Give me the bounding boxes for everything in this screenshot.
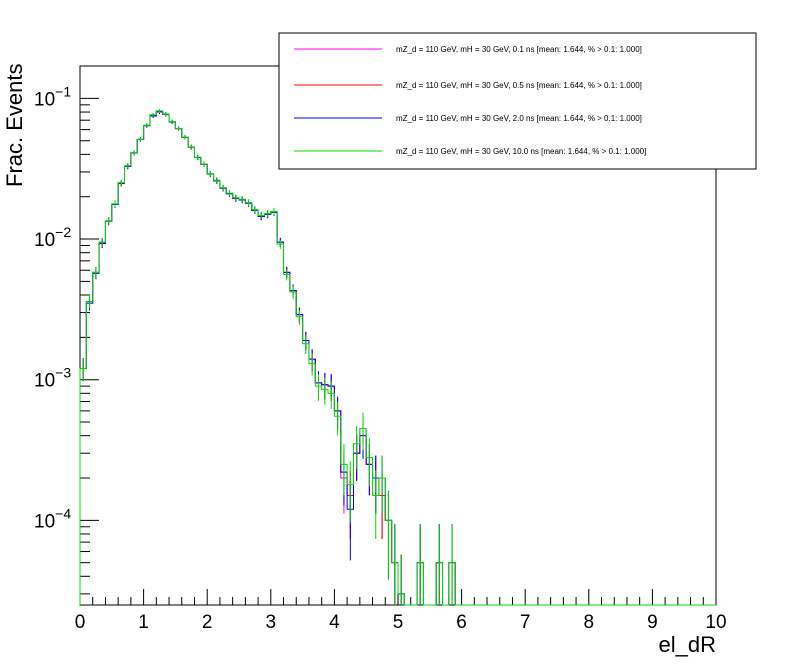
legend: mZ_d = 110 GeV, mH = 30 GeV, 0.1 ns [mea… [278,32,757,170]
y-tick-label: 10−1 [34,83,71,110]
y-tick-label: 10−2 [34,224,71,251]
x-tick-label: 9 [647,612,658,633]
x-tick-label: 1 [138,612,149,633]
x-tick-label: 3 [266,612,277,633]
x-tick-label: 4 [329,612,340,633]
series-4 [79,109,716,606]
x-tick-label: 7 [520,612,531,633]
y-tick-label: 10−4 [34,505,71,532]
y-tick-labels: 10−4 10−3 10−2 10−1 [34,83,71,532]
x-tick-label: 5 [393,612,404,633]
legend-label: mZ_d = 110 GeV, mH = 30 GeV, 0.1 ns [mea… [396,45,642,54]
x-tick-labels: 0 1 2 3 4 5 6 7 8 9 10 [75,612,727,633]
x-tick-label: 0 [75,612,86,633]
y-tick-label: 10−3 [34,365,71,392]
x-tick-label: 6 [456,612,467,633]
legend-box [278,32,757,170]
y-axis-title: Frac. Events [2,64,27,187]
legend-label: mZ_d = 110 GeV, mH = 30 GeV, 10.0 ns [me… [396,147,646,156]
x-tick-label: 10 [705,612,726,633]
legend-label: mZ_d = 110 GeV, mH = 30 GeV, 0.5 ns [mea… [396,81,642,90]
x-tick-label: 8 [584,612,595,633]
legend-label: mZ_d = 110 GeV, mH = 30 GeV, 2.0 ns [mea… [396,114,642,123]
series-layer [79,109,716,606]
x-axis-title: el_dR [659,632,716,657]
x-tick-label: 2 [202,612,213,633]
